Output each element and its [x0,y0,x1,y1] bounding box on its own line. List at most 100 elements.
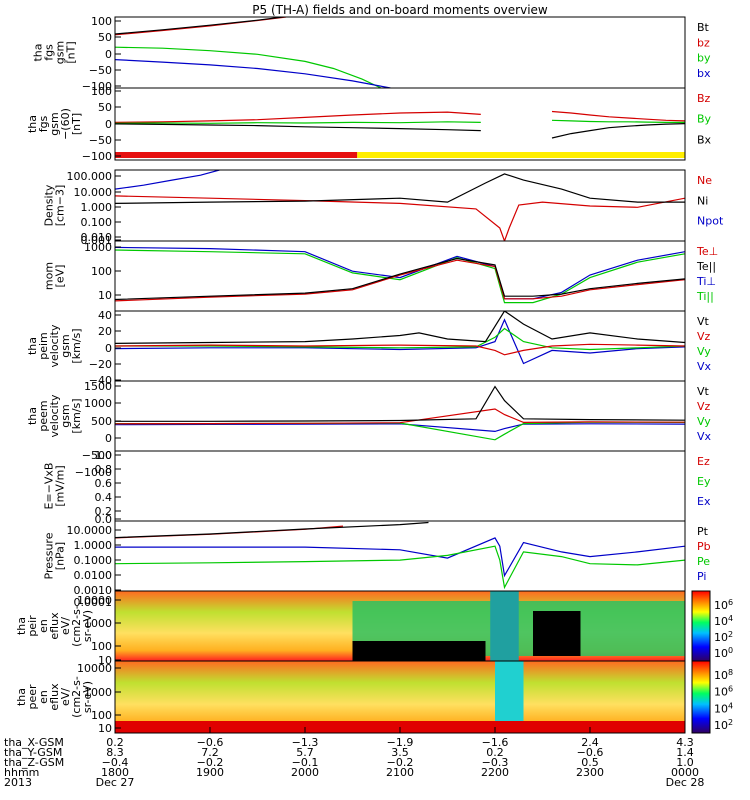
spectrogram-event [490,591,519,661]
y-tick-label: −100 [82,80,112,93]
footer-value: 8.3 [106,746,124,759]
y-tick-label: 0.6 [95,477,113,490]
spectrogram-void [352,641,486,661]
legend-bz: Bz [697,92,711,105]
y-axis-label: thapeerenefluxeV/(cm2-s-sr-eV) [15,676,94,718]
footer-row-label: tha_Y-GSM [4,746,62,759]
spectrogram-void [533,611,581,656]
footer-value: 1.0 [676,756,694,769]
footer-row-label: tha_Z-GSM [4,756,64,769]
legend-vt: Vt [697,315,710,328]
footer-value: 0.2 [106,736,124,749]
series-bt [115,17,287,35]
y-tick-label: 1000 [84,241,112,254]
y-tick-label: 1.0 [95,449,113,462]
series-te [115,257,685,301]
y-tick-label: 10 [98,654,112,667]
legend-ni: Ni [697,194,708,207]
series-bx [115,59,391,88]
series-by [551,119,685,124]
y-tick-label: 10 [98,289,112,302]
legend-ne: Ne [697,174,712,187]
footer-value: 1900 [196,766,224,779]
y-tick-label: 0 [105,342,112,355]
legend-vt: Vt [697,385,710,398]
y-tick-label: 10 [98,722,112,735]
series-vx [115,423,685,433]
panel-9: 10610410210010000100010010thapeireneflux… [15,590,733,667]
colorbar-tick: 100 [714,646,733,660]
y-tick-label: 100 [91,265,112,278]
footer-value: 3.5 [391,746,409,759]
footer-value: −0.6 [197,736,224,749]
footer-value: Dec 27 [96,776,135,789]
y-tick-label: −40 [89,374,112,387]
footer-value: −0.2 [197,756,224,769]
footer-value: 0000 [671,766,699,779]
plot-area [115,17,685,88]
panel-2: 100 50 0 −50 −100 thafgsgsm−(60)[nT] Bz By Bx [26,85,712,163]
y-axis-label: thafgsgsm[nT] [32,41,78,64]
ephemeris-footer: tha_X-GSM 0.2 −0.6 −1.3 −1.9 −1.6 2.4 4.3 tha_Y-… [4,727,704,789]
plot-title: P5 (TH-A) fields and on-board moments ov… [252,3,548,17]
y-tick-label: 1000 [84,397,112,410]
legend-npot: Npot [697,215,724,228]
legend-ey: Ey [697,475,711,488]
y-axis-label: thapeimvelocitygsm[km/s] [26,324,83,367]
panel-7: 1.00.80.60.40.20.0 E=−VxB[mV/m] Ez Ey Ex [43,449,711,526]
legend-ez: Ez [697,455,710,468]
footer-value: −1.3 [292,736,319,749]
y-tick-label: 0.0 [95,513,113,526]
legend-vy: Vy [697,345,711,358]
y-tick-label: 0.0100 [74,569,113,582]
series-vx [115,318,685,365]
series-npot [115,170,220,190]
series-vz [115,343,685,356]
y-tick-label: 0.4 [95,491,113,504]
legend-bx: Bx [697,133,712,146]
panel-5: 40 20 0 −20 −40 thapeimvelocitygsm[km/s] Vt Vz V… [26,309,712,387]
y-axis-label: Pressure[nPa] [43,532,67,579]
y-tick-label: 1000 [84,686,112,699]
footer-value: −0.2 [387,756,414,769]
footer-value: 1.4 [676,746,694,759]
y-tick-label: 10.000 [74,186,113,199]
footer-value: Dec 28 [666,776,705,789]
y-tick-label: 0 [105,432,112,445]
y-tick-label: −1000 [75,466,112,479]
y-tick-label: 1.000 [81,201,113,214]
footer-row-label: 2013 [4,776,32,789]
panel-6: 1500 1000 500 0 −500 −1000 thapeemvelocitygsm[… [26,380,712,479]
footer-value: −0.3 [482,756,509,769]
y-tick-label: 100 [91,15,112,28]
plot-area [115,381,685,451]
series-pi [115,537,685,578]
legend-bz: bz [697,36,710,49]
legend-pe: Pe [697,555,710,568]
panel-1: 100 50 0 −50 −100 thafgsgsm[nT] Bt bz by bx [32,15,711,93]
colorbar-tick: 106 [714,598,733,612]
series-vt [115,311,685,344]
y-tick-label: 10000 [77,662,112,675]
plot-area [115,451,685,521]
y-tick-label: 0.2 [95,505,113,518]
series-bz [115,111,481,123]
series-pt [115,521,429,539]
y-tick-label: 0.8 [95,463,113,476]
footer-value: −0.1 [292,756,319,769]
y-tick-label: 0.0010 [74,584,113,597]
y-tick-label: 0 [105,118,112,131]
y-tick-label: 500 [91,415,112,428]
series-vy [115,327,685,351]
legend-pi: Pi [697,570,706,583]
y-tick-label: 100.000 [67,170,113,183]
flag-bar-segment [115,152,358,158]
legend-by: By [697,113,712,126]
y-tick-label: 10.0000 [67,524,113,537]
series-vz [115,408,685,425]
y-tick-label: 100 [91,85,112,98]
footer-value: −1.9 [387,736,414,749]
legend-ti: Ti⊥ [696,275,716,288]
legend-bt: Bt [697,21,710,34]
